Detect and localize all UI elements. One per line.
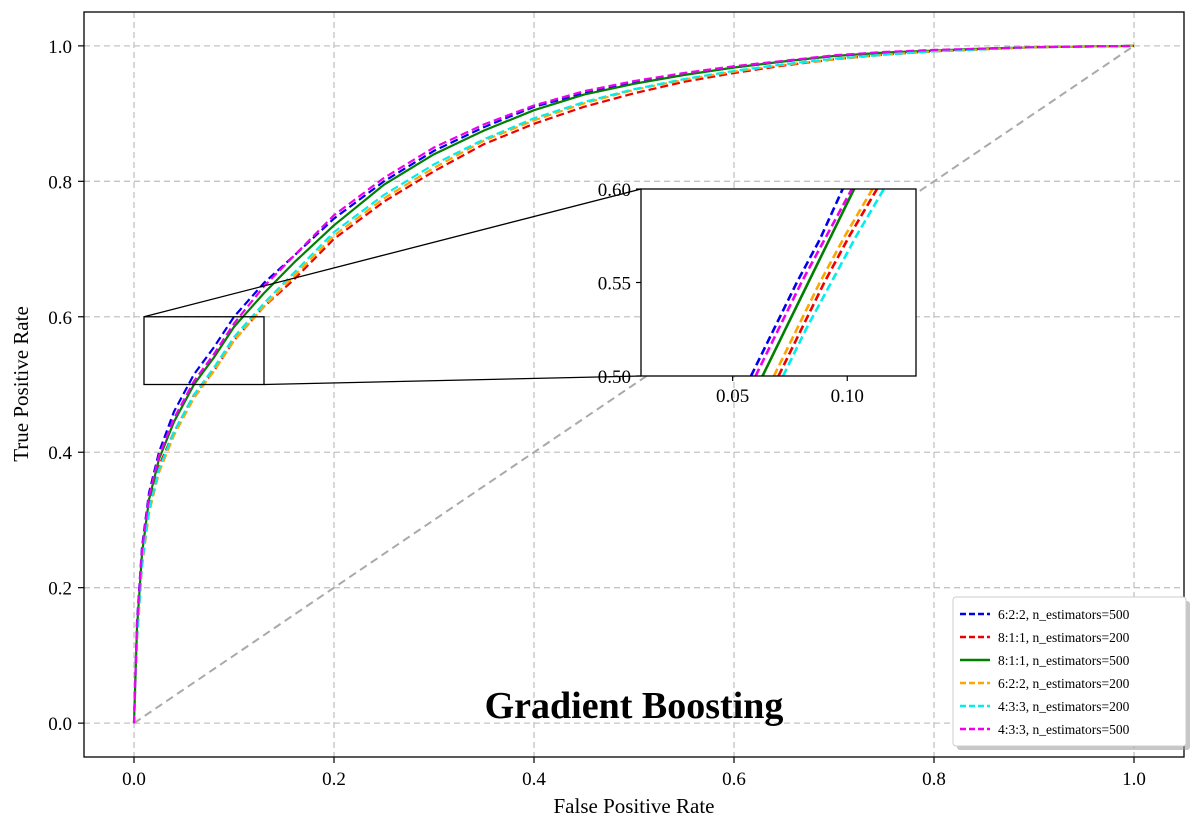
zoom-connector-top — [143, 188, 642, 318]
inset-series-line-2 — [761, 188, 856, 377]
zoom-region-box — [143, 316, 265, 386]
series-lines — [132, 44, 1135, 724]
inset-series-line-5 — [754, 188, 853, 377]
x-tick-label-5: 1.0 — [1122, 769, 1146, 790]
zoom-indicator — [143, 188, 642, 386]
x-tick-label-4: 0.8 — [922, 769, 946, 790]
series-line-4 — [132, 44, 1135, 724]
y-tick-label-3: 0.6 — [48, 308, 72, 329]
inset-series-lines — [749, 188, 886, 377]
inset-y-tick-label-2: 0.60 — [598, 180, 631, 201]
inset-y-tick-label-1: 0.55 — [598, 274, 631, 295]
inset-background — [641, 189, 916, 376]
diagonal-line — [133, 45, 1135, 724]
model-name-annotation: Gradient Boosting — [485, 685, 784, 727]
inset-y-tick-label-0: 0.50 — [598, 367, 631, 388]
inset-x-tick-label-1: 0.10 — [831, 386, 864, 407]
x-axis-label: False Positive Rate — [554, 794, 715, 818]
x-tick-label-0: 0.0 — [122, 769, 146, 790]
legend-label-0: 6:2:2, n_estimators=500 — [998, 607, 1130, 622]
x-tick-label-3: 0.6 — [722, 769, 746, 790]
legend-label-1: 8:1:1, n_estimators=200 — [998, 630, 1130, 645]
plot-frame — [83, 11, 1185, 758]
legend-box — [952, 596, 1187, 747]
grid — [84, 12, 1184, 757]
inset-series-line-0 — [749, 188, 844, 377]
x-tick-label-1: 0.2 — [322, 769, 346, 790]
zoom-connector-bottom — [263, 375, 642, 386]
inset-series-line-1 — [777, 188, 879, 377]
y-tick-label-1: 0.2 — [48, 579, 72, 600]
legend-label-4: 4:3:3, n_estimators=200 — [998, 699, 1130, 714]
series-line-5 — [132, 44, 1135, 724]
diagonal-reference-line — [133, 45, 1135, 724]
inset-series-line-3 — [772, 188, 874, 377]
inset-x-tick-label-0: 0.05 — [716, 386, 749, 407]
legend-label-2: 8:1:1, n_estimators=500 — [998, 653, 1130, 668]
x-ticks: 0.0 0.2 0.4 0.6 0.8 1.0 — [122, 757, 1146, 790]
legend-label-3: 6:2:2, n_estimators=200 — [998, 676, 1130, 691]
inset-ticks: 0.05 0.10 0.50 0.55 0.60 — [598, 180, 864, 407]
y-tick-label-4: 0.8 — [48, 172, 72, 193]
y-tick-label-2: 0.4 — [48, 443, 72, 464]
inset-zoom: 0.05 0.10 0.50 0.55 0.60 — [598, 180, 917, 407]
y-ticks: 0.0 0.2 0.4 0.6 0.8 1.0 — [48, 37, 84, 735]
y-axis-label: True Positive Rate — [9, 306, 33, 462]
legend: 6:2:2, n_estimators=500 8:1:1, n_estimato… — [952, 596, 1190, 750]
y-tick-label-5: 1.0 — [48, 37, 72, 58]
y-tick-label-0: 0.0 — [48, 714, 72, 735]
legend-label-5: 4:3:3, n_estimators=500 — [998, 722, 1130, 737]
x-tick-label-2: 0.4 — [522, 769, 546, 790]
